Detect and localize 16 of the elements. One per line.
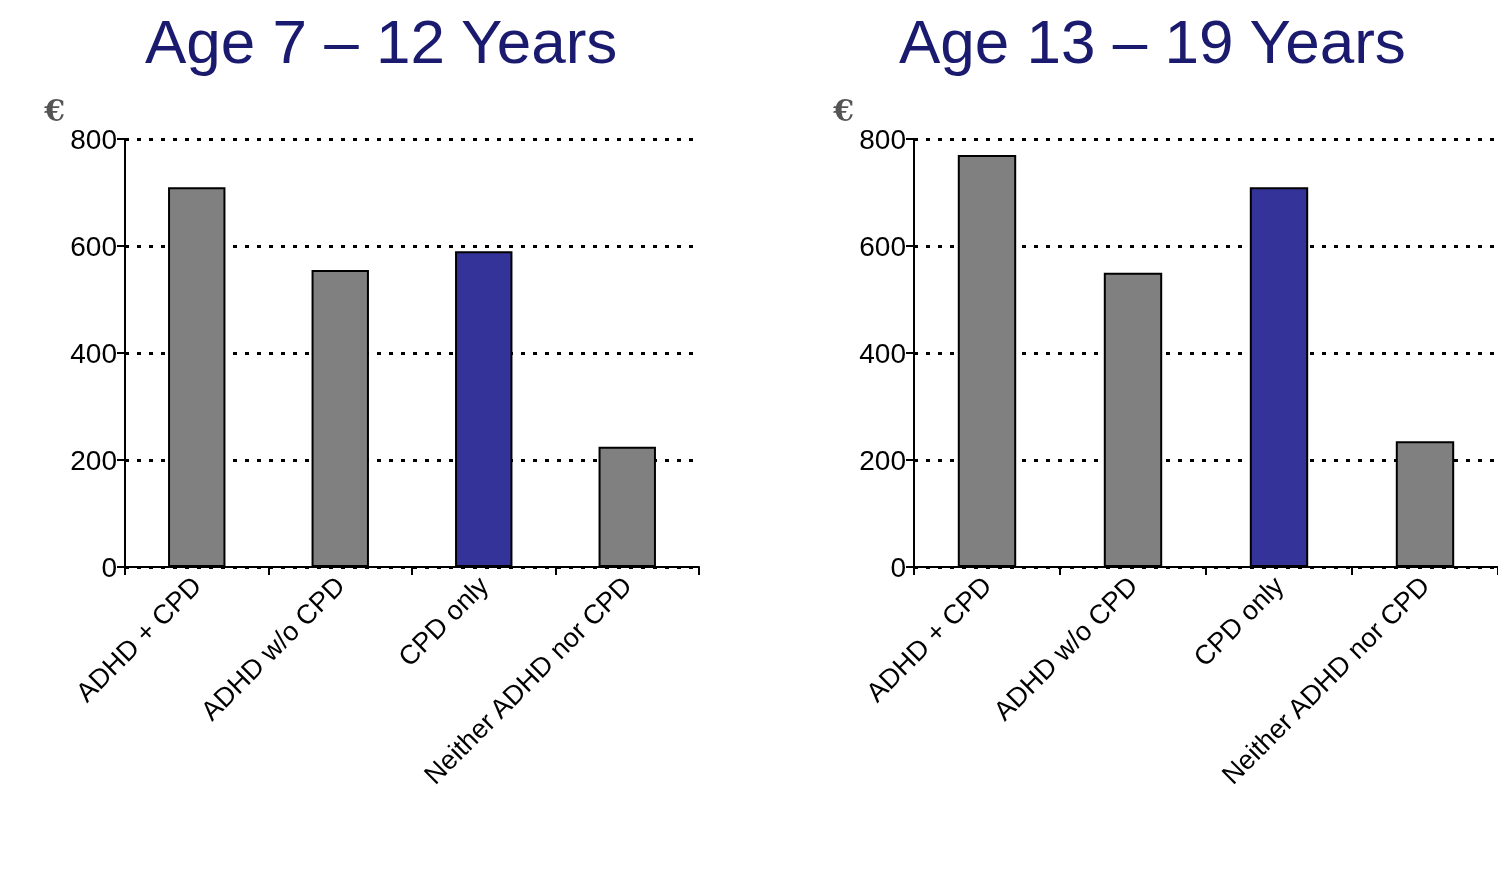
x-tick-label: CPD only (392, 570, 495, 673)
y-axis-title: € (832, 92, 854, 128)
y-tick-label: 0 (890, 551, 906, 583)
y-tick-label: 800 (859, 123, 906, 155)
chart-title: Age 13 – 19 Years (899, 6, 1406, 76)
x-tick-label: CPD only (1187, 570, 1290, 673)
y-tick-label: 400 (70, 337, 117, 369)
chart-title: Age 7 – 12 Years (145, 6, 618, 76)
y-tick-label: 0 (101, 551, 117, 583)
y-tick-label: 200 (70, 444, 117, 476)
y-tick-label: 200 (859, 444, 906, 476)
y-tick-label: 600 (70, 230, 117, 262)
y-axis-title: € (43, 92, 65, 128)
y-tick-label: 600 (859, 230, 906, 262)
y-tick-label: 800 (70, 123, 117, 155)
y-tick-label: 400 (859, 337, 906, 369)
